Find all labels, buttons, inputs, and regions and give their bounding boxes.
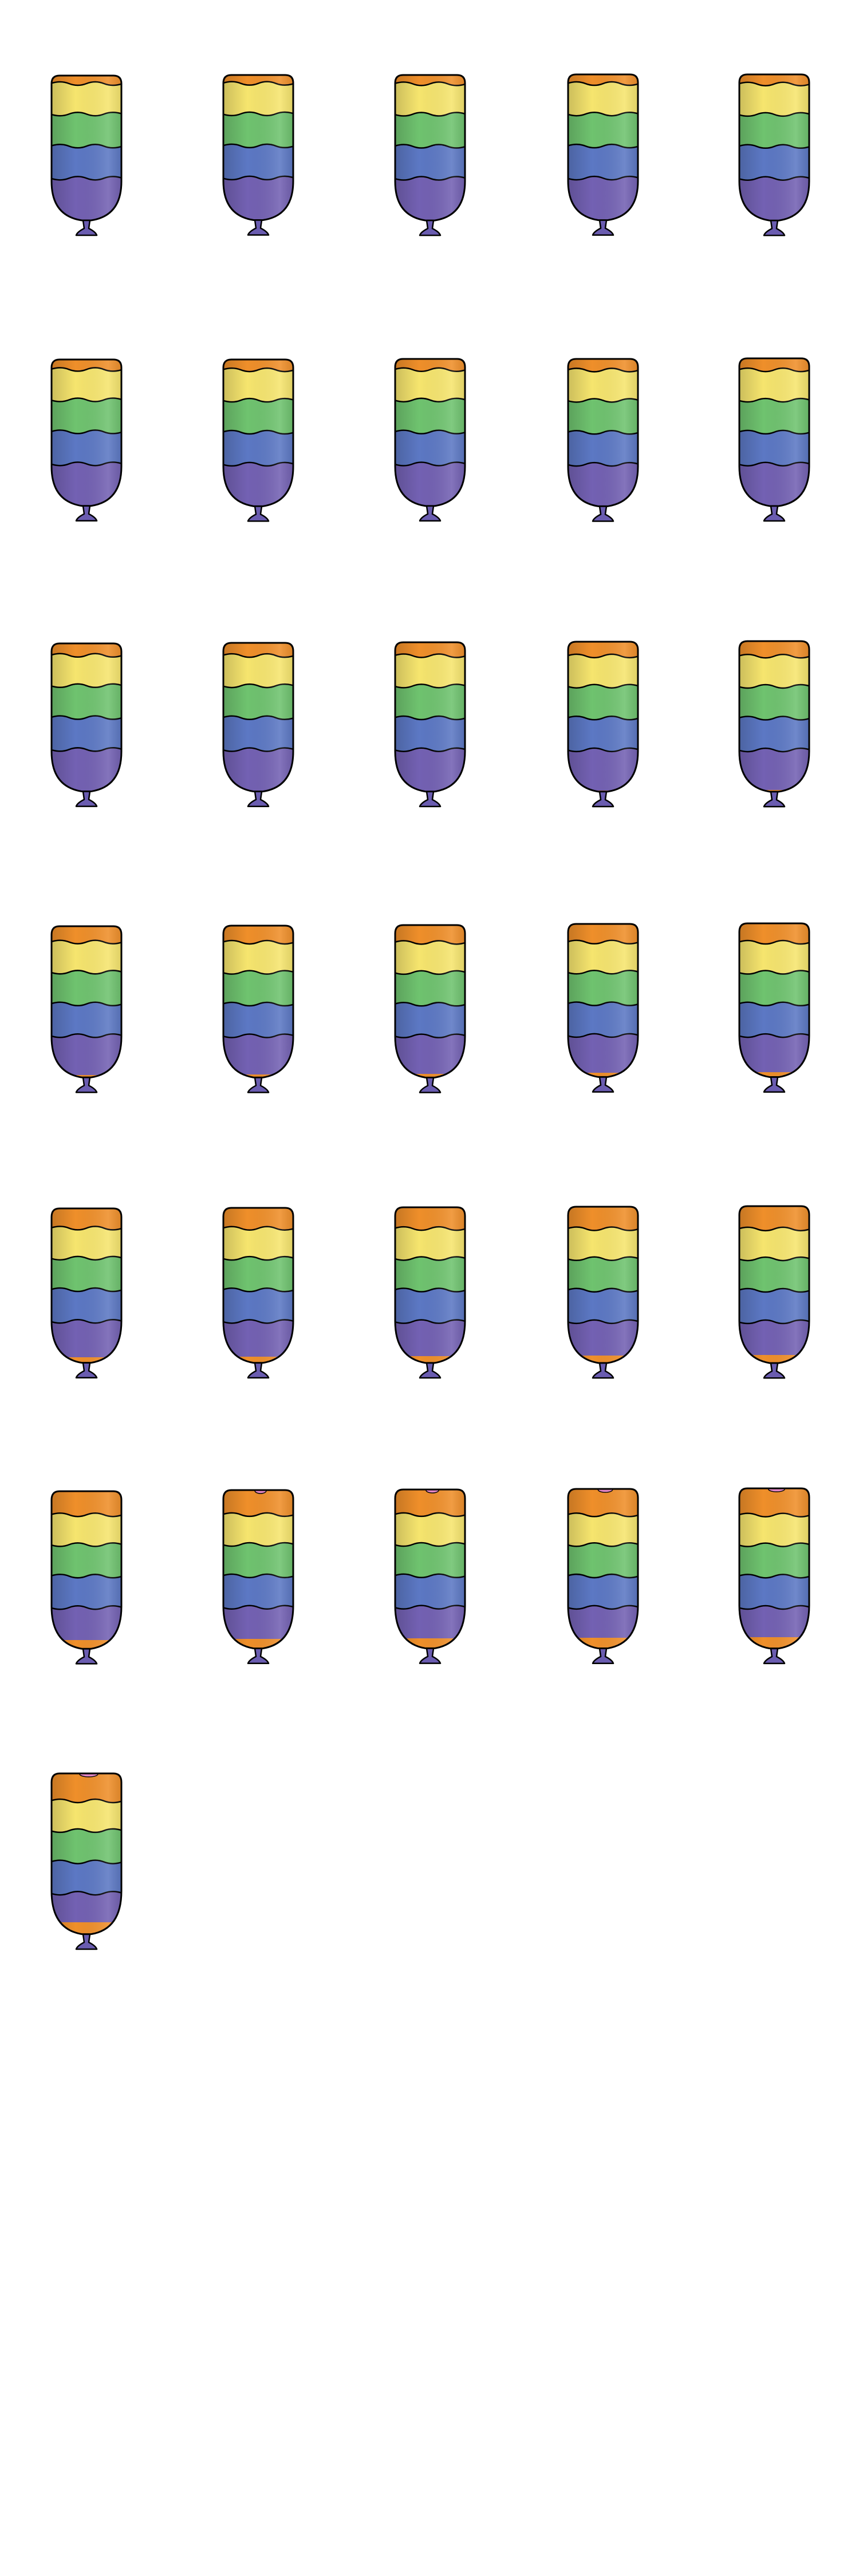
balloon-frame (736, 356, 817, 562)
balloon-frame (736, 1204, 817, 1410)
balloon-sprite (392, 923, 468, 1093)
balloon-knot (247, 791, 270, 808)
balloon-frame (220, 923, 301, 1129)
balloon-knot (75, 219, 98, 236)
balloon-sprite (220, 1206, 296, 1379)
balloon-frame (49, 73, 129, 279)
balloon-knot (763, 1647, 786, 1665)
balloon-sprite (392, 640, 468, 808)
balloon-frame (220, 357, 301, 563)
balloon-sprite (736, 72, 812, 236)
balloon-frame (565, 357, 645, 563)
balloon-frame (565, 72, 645, 278)
balloon-sprite (49, 1206, 124, 1379)
balloon-frame (49, 1771, 129, 1977)
balloon-knot (247, 505, 270, 522)
balloon-frame (49, 1206, 129, 1412)
balloon-frame (392, 640, 472, 846)
balloon-frame (736, 921, 817, 1127)
balloon-knot (763, 791, 786, 808)
balloon-knot (763, 1076, 786, 1093)
balloon-frame (392, 1487, 472, 1693)
balloon-sprite (392, 1487, 468, 1665)
balloon-sprite (49, 73, 124, 236)
balloon-frame (736, 1486, 817, 1692)
balloon-frame (736, 639, 817, 845)
balloon-knot (247, 1076, 270, 1093)
balloon-sprite (565, 1204, 641, 1379)
balloon-knot (592, 1076, 614, 1093)
balloon-frame (220, 1488, 301, 1694)
balloon-knot (75, 1362, 98, 1379)
balloon-sprite (392, 73, 468, 236)
balloon-frame (49, 1489, 129, 1695)
balloon-sprite (565, 639, 641, 808)
balloon-sprite (49, 924, 124, 1093)
balloon-sprite (49, 357, 124, 522)
balloon-sprite (736, 1204, 812, 1379)
balloon-knot (592, 1362, 614, 1379)
balloon-sprite (49, 1489, 124, 1665)
balloon-sprite (220, 73, 296, 236)
balloon-sprite (565, 357, 641, 522)
balloon-knot (75, 1076, 98, 1093)
balloon-sprite (392, 357, 468, 522)
balloon-knot (419, 1647, 442, 1665)
balloon-knot (419, 1076, 442, 1093)
balloon-frame (392, 73, 472, 279)
balloon-knot (592, 505, 614, 522)
balloon-frame (392, 923, 472, 1129)
balloon-sprite (49, 1771, 124, 1950)
balloon-knot (763, 1362, 786, 1379)
balloon-sprite (565, 72, 641, 236)
balloon-frame (49, 357, 129, 563)
balloon-knot (592, 1647, 614, 1665)
balloon-frame (392, 1205, 472, 1411)
balloon-knot (247, 1647, 270, 1665)
balloon-knot (592, 791, 614, 808)
balloon-sprite (392, 1205, 468, 1379)
balloon-sprite (220, 923, 296, 1093)
balloon-knot (419, 219, 442, 236)
balloon-frame (565, 639, 645, 846)
balloon-knot (592, 219, 614, 236)
balloon-sprite (565, 922, 641, 1093)
balloon-knot (419, 505, 442, 522)
balloon-knot (419, 791, 442, 808)
balloon-frame (220, 641, 301, 847)
balloon-sprite (736, 356, 812, 522)
balloon-knot (75, 1933, 98, 1950)
balloon-frame (565, 1487, 645, 1693)
balloon-sprite (220, 1488, 296, 1665)
balloon-sprite (220, 641, 296, 808)
balloon-sprite (736, 921, 812, 1093)
balloon-knot (763, 505, 786, 522)
balloon-sprite (220, 357, 296, 522)
balloon-sprite (49, 641, 124, 808)
balloon-frame (565, 1204, 645, 1411)
balloon-knot (763, 219, 786, 236)
balloon-knot (75, 791, 98, 808)
balloon-frame (565, 922, 645, 1128)
balloon-frame (49, 641, 129, 847)
balloon-knot (247, 1362, 270, 1379)
balloon-knot (419, 1362, 442, 1379)
balloon-frame (736, 72, 817, 278)
balloon-frame (392, 357, 472, 563)
balloon-frame (220, 1206, 301, 1412)
balloon-frame (49, 924, 129, 1130)
balloon-knot (75, 1647, 98, 1665)
balloon-sprite (736, 639, 812, 808)
balloon-knot (75, 505, 98, 522)
balloon-sprite (565, 1487, 641, 1665)
balloon-frame (220, 73, 301, 279)
balloon-knot (247, 219, 270, 236)
balloon-sprite (736, 1486, 812, 1665)
